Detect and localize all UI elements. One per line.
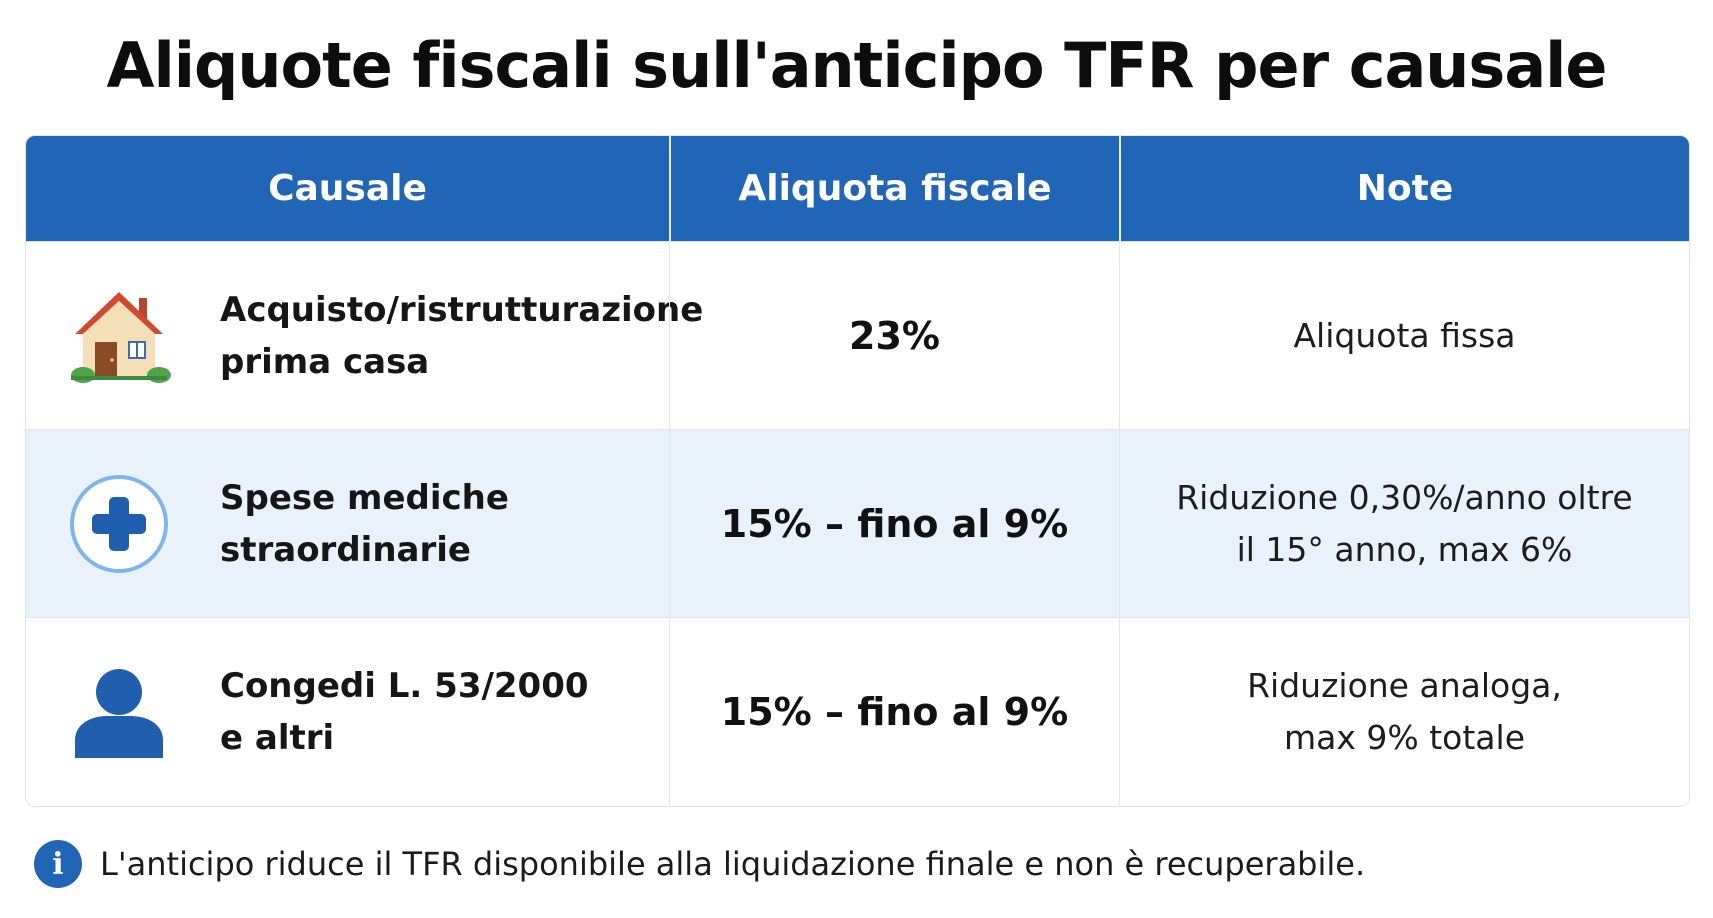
column-header-aliquota: Aliquota fiscale [669,136,1119,241]
column-header-causale: Causale [268,168,427,209]
footer-note: i L'anticipo riduce il TFR disponibile a… [34,840,1365,888]
person-icon [62,662,176,762]
table-row: Spese mediche straordinarie 15% – fino a… [26,429,1689,617]
note-text: Riduzione 0,30%/anno oltre il 15° anno, … [1176,477,1633,569]
causale-cell: Acquisto/ristrutturazione prima casa [26,242,703,429]
aliquota-cell: 15% – fino al 9% [669,430,1119,617]
aliquota-cell: 15% – fino al 9% [669,618,1119,805]
causale-text: Spese mediche straordinarie [220,477,509,570]
causale-cell: Spese mediche straordinarie [26,430,669,617]
note-text: Riduzione analoga, max 9% totale [1247,665,1562,757]
table-row: Acquisto/ristrutturazione prima casa 23%… [26,241,1689,429]
aliquota-value: 15% – fino al 9% [720,501,1069,546]
page-title: Aliquote fiscali sull'anticipo TFR per c… [106,29,1608,102]
causale-cell: Congedi L. 53/2000 e altri [26,618,669,805]
medical-cross-icon [62,474,176,574]
tax-rate-table: Causale Aliquota fiscale Note [25,135,1690,807]
house-icon [62,286,176,386]
causale-text: Congedi L. 53/2000 e altri [220,665,589,758]
column-header-note: Note [1119,136,1689,241]
table-row: Congedi L. 53/2000 e altri 15% – fino al… [26,617,1689,805]
note-text: Aliquota fissa [1293,315,1516,355]
note-cell: Riduzione analoga, max 9% totale [1119,618,1689,805]
aliquota-value: 15% – fino al 9% [720,689,1069,734]
note-cell: Aliquota fissa [1119,242,1689,429]
aliquota-cell: 23% [669,242,1119,429]
aliquota-value: 23% [849,313,940,358]
footer-text: L'anticipo riduce il TFR disponibile all… [100,845,1366,883]
causale-text: Acquisto/ristrutturazione prima casa [220,289,704,382]
info-icon: i [34,840,82,888]
note-cell: Riduzione 0,30%/anno oltre il 15° anno, … [1119,430,1689,617]
table-header-row: Causale Aliquota fiscale Note [26,136,1689,241]
